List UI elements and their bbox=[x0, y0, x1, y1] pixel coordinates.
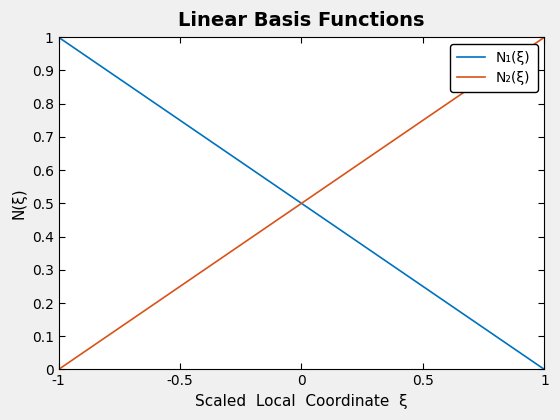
N₁(ξ) bbox=[344, 232, 351, 237]
N₁(ξ) bbox=[541, 367, 548, 372]
Line: N₁(ξ): N₁(ξ) bbox=[59, 37, 544, 370]
Y-axis label: N(ξ): N(ξ) bbox=[11, 188, 26, 219]
N₂(ξ) bbox=[529, 43, 536, 48]
N₂(ξ) bbox=[318, 187, 325, 192]
X-axis label: Scaled  Local  Coordinate  ξ: Scaled Local Coordinate ξ bbox=[195, 394, 408, 409]
N₂(ξ) bbox=[289, 207, 296, 212]
N₁(ξ) bbox=[529, 359, 536, 364]
N₂(ξ) bbox=[344, 169, 351, 174]
N₂(ξ) bbox=[286, 209, 293, 214]
N₁(ξ) bbox=[318, 215, 325, 220]
Line: N₂(ξ): N₂(ξ) bbox=[59, 37, 544, 370]
N₂(ξ) bbox=[541, 35, 548, 40]
N₂(ξ) bbox=[55, 367, 62, 372]
N₁(ξ) bbox=[454, 307, 460, 312]
Legend: N₁(ξ), N₂(ξ): N₁(ξ), N₂(ξ) bbox=[450, 44, 538, 92]
Title: Linear Basis Functions: Linear Basis Functions bbox=[178, 11, 424, 30]
N₂(ξ) bbox=[454, 94, 460, 100]
N₁(ξ) bbox=[289, 194, 296, 200]
N₁(ξ) bbox=[286, 192, 293, 197]
N₁(ξ) bbox=[55, 35, 62, 40]
